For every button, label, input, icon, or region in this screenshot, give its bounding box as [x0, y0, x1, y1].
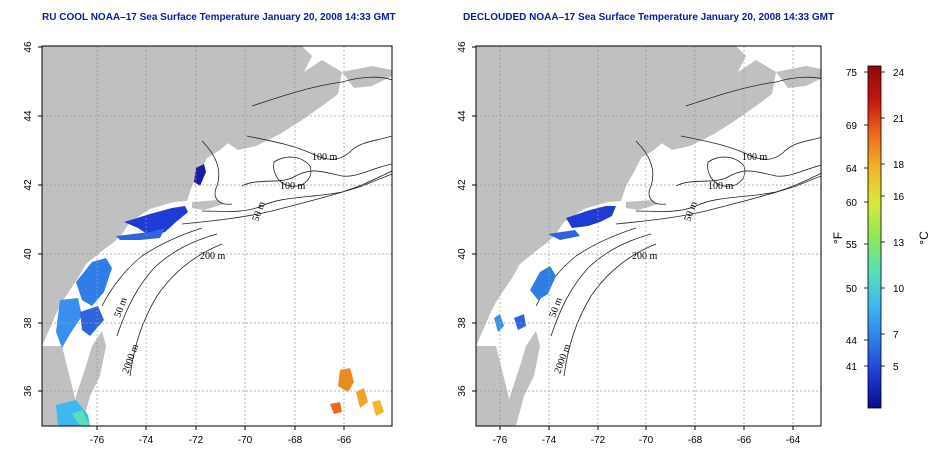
panel-title-left: RU COOL NOAA–17 Sea Surface Temperature …	[42, 12, 396, 23]
grid-lines	[42, 46, 392, 426]
right-map: 100 m 100 m 50 m 200 m 50 m 2000 m -76 -…	[457, 41, 822, 446]
sst-patches	[56, 164, 384, 426]
fahrenheit-tick-labels: 75 69 64 60 55 50 44 41	[846, 68, 858, 373]
fahrenheit-tick: 44	[846, 336, 858, 347]
lat-tick-label: 38	[457, 317, 468, 329]
y-tick-labels: 36 38 40 42 44 46	[457, 41, 468, 397]
contour-label: 100 m	[708, 181, 734, 192]
x-tick-labels: -76 -74 -72 -70 -68 -66	[90, 435, 352, 446]
lat-tick-label: 36	[23, 385, 34, 397]
map-frame	[41, 45, 393, 427]
celsius-tick: 10	[893, 284, 905, 295]
contour-label: 200 m	[632, 251, 658, 262]
x-tick-labels: -76 -74 -72 -70 -68 -66 -64	[493, 435, 801, 446]
fahrenheit-tick: 75	[846, 68, 858, 79]
lon-tick-label: -76	[493, 435, 508, 446]
panel-title-right: DECLOUDED NOAA–17 Sea Surface Temperatur…	[463, 12, 835, 23]
lat-tick-label: 36	[457, 385, 468, 397]
fahrenheit-unit-label: °F	[831, 232, 845, 244]
lon-tick-label: -68	[688, 435, 703, 446]
colorbar-gradient	[867, 65, 882, 409]
celsius-tick: 5	[893, 362, 899, 373]
lat-tick-label: 38	[23, 317, 34, 329]
map-frame	[475, 45, 822, 427]
lon-tick-label: -72	[189, 435, 204, 446]
fahrenheit-tick: 50	[846, 284, 858, 295]
sst-patches	[494, 206, 616, 332]
contour-label: 100 m	[742, 152, 768, 163]
celsius-tick: 13	[893, 238, 905, 249]
celsius-tick: 16	[893, 192, 905, 203]
fahrenheit-tick: 60	[846, 198, 858, 209]
axis-ticks	[38, 46, 345, 430]
lat-tick-label: 44	[23, 110, 34, 122]
colorbar: 75 69 64 60 55 50 44 41 24 21 18 16 13 1…	[831, 65, 931, 409]
lat-tick-label: 40	[457, 248, 468, 260]
grid-lines	[476, 46, 821, 426]
left-map: 100 m 100 m 50 m 200 m 50 m 2000 m -76 -…	[23, 41, 393, 446]
contour-label: 100 m	[312, 152, 338, 163]
fahrenheit-tick: 69	[846, 121, 858, 132]
lat-tick-label: 46	[457, 41, 468, 53]
fahrenheit-tick: 55	[846, 240, 858, 251]
y-tick-labels: 36 38 40 42 44 46	[23, 41, 34, 397]
lon-tick-label: -74	[542, 435, 557, 446]
lon-tick-label: -66	[337, 435, 352, 446]
lon-tick-label: -72	[591, 435, 606, 446]
colorbar-ticks	[864, 71, 885, 367]
celsius-unit-label: °C	[917, 231, 931, 245]
lon-tick-label: -68	[288, 435, 303, 446]
lon-tick-label: -70	[639, 435, 654, 446]
lon-tick-label: -76	[90, 435, 105, 446]
fahrenheit-tick: 41	[846, 362, 858, 373]
celsius-tick-labels: 24 21 18 16 13 10 7 5	[893, 68, 905, 373]
lat-tick-label: 44	[457, 110, 468, 122]
contour-label: 100 m	[280, 181, 306, 192]
lon-tick-label: -70	[238, 435, 253, 446]
celsius-tick: 21	[893, 114, 905, 125]
lon-tick-label: -66	[737, 435, 752, 446]
lat-tick-label: 40	[23, 248, 34, 260]
axis-ticks	[472, 46, 794, 430]
lat-tick-label: 42	[457, 179, 468, 191]
celsius-tick: 7	[893, 330, 899, 341]
celsius-tick: 24	[893, 68, 905, 79]
lat-tick-label: 42	[23, 179, 34, 191]
fahrenheit-tick: 64	[846, 164, 858, 175]
celsius-tick: 18	[893, 160, 905, 171]
lon-tick-label: -74	[139, 435, 154, 446]
lon-tick-label: -64	[786, 435, 801, 446]
contour-label: 200 m	[200, 251, 226, 262]
lat-tick-label: 46	[23, 41, 34, 53]
